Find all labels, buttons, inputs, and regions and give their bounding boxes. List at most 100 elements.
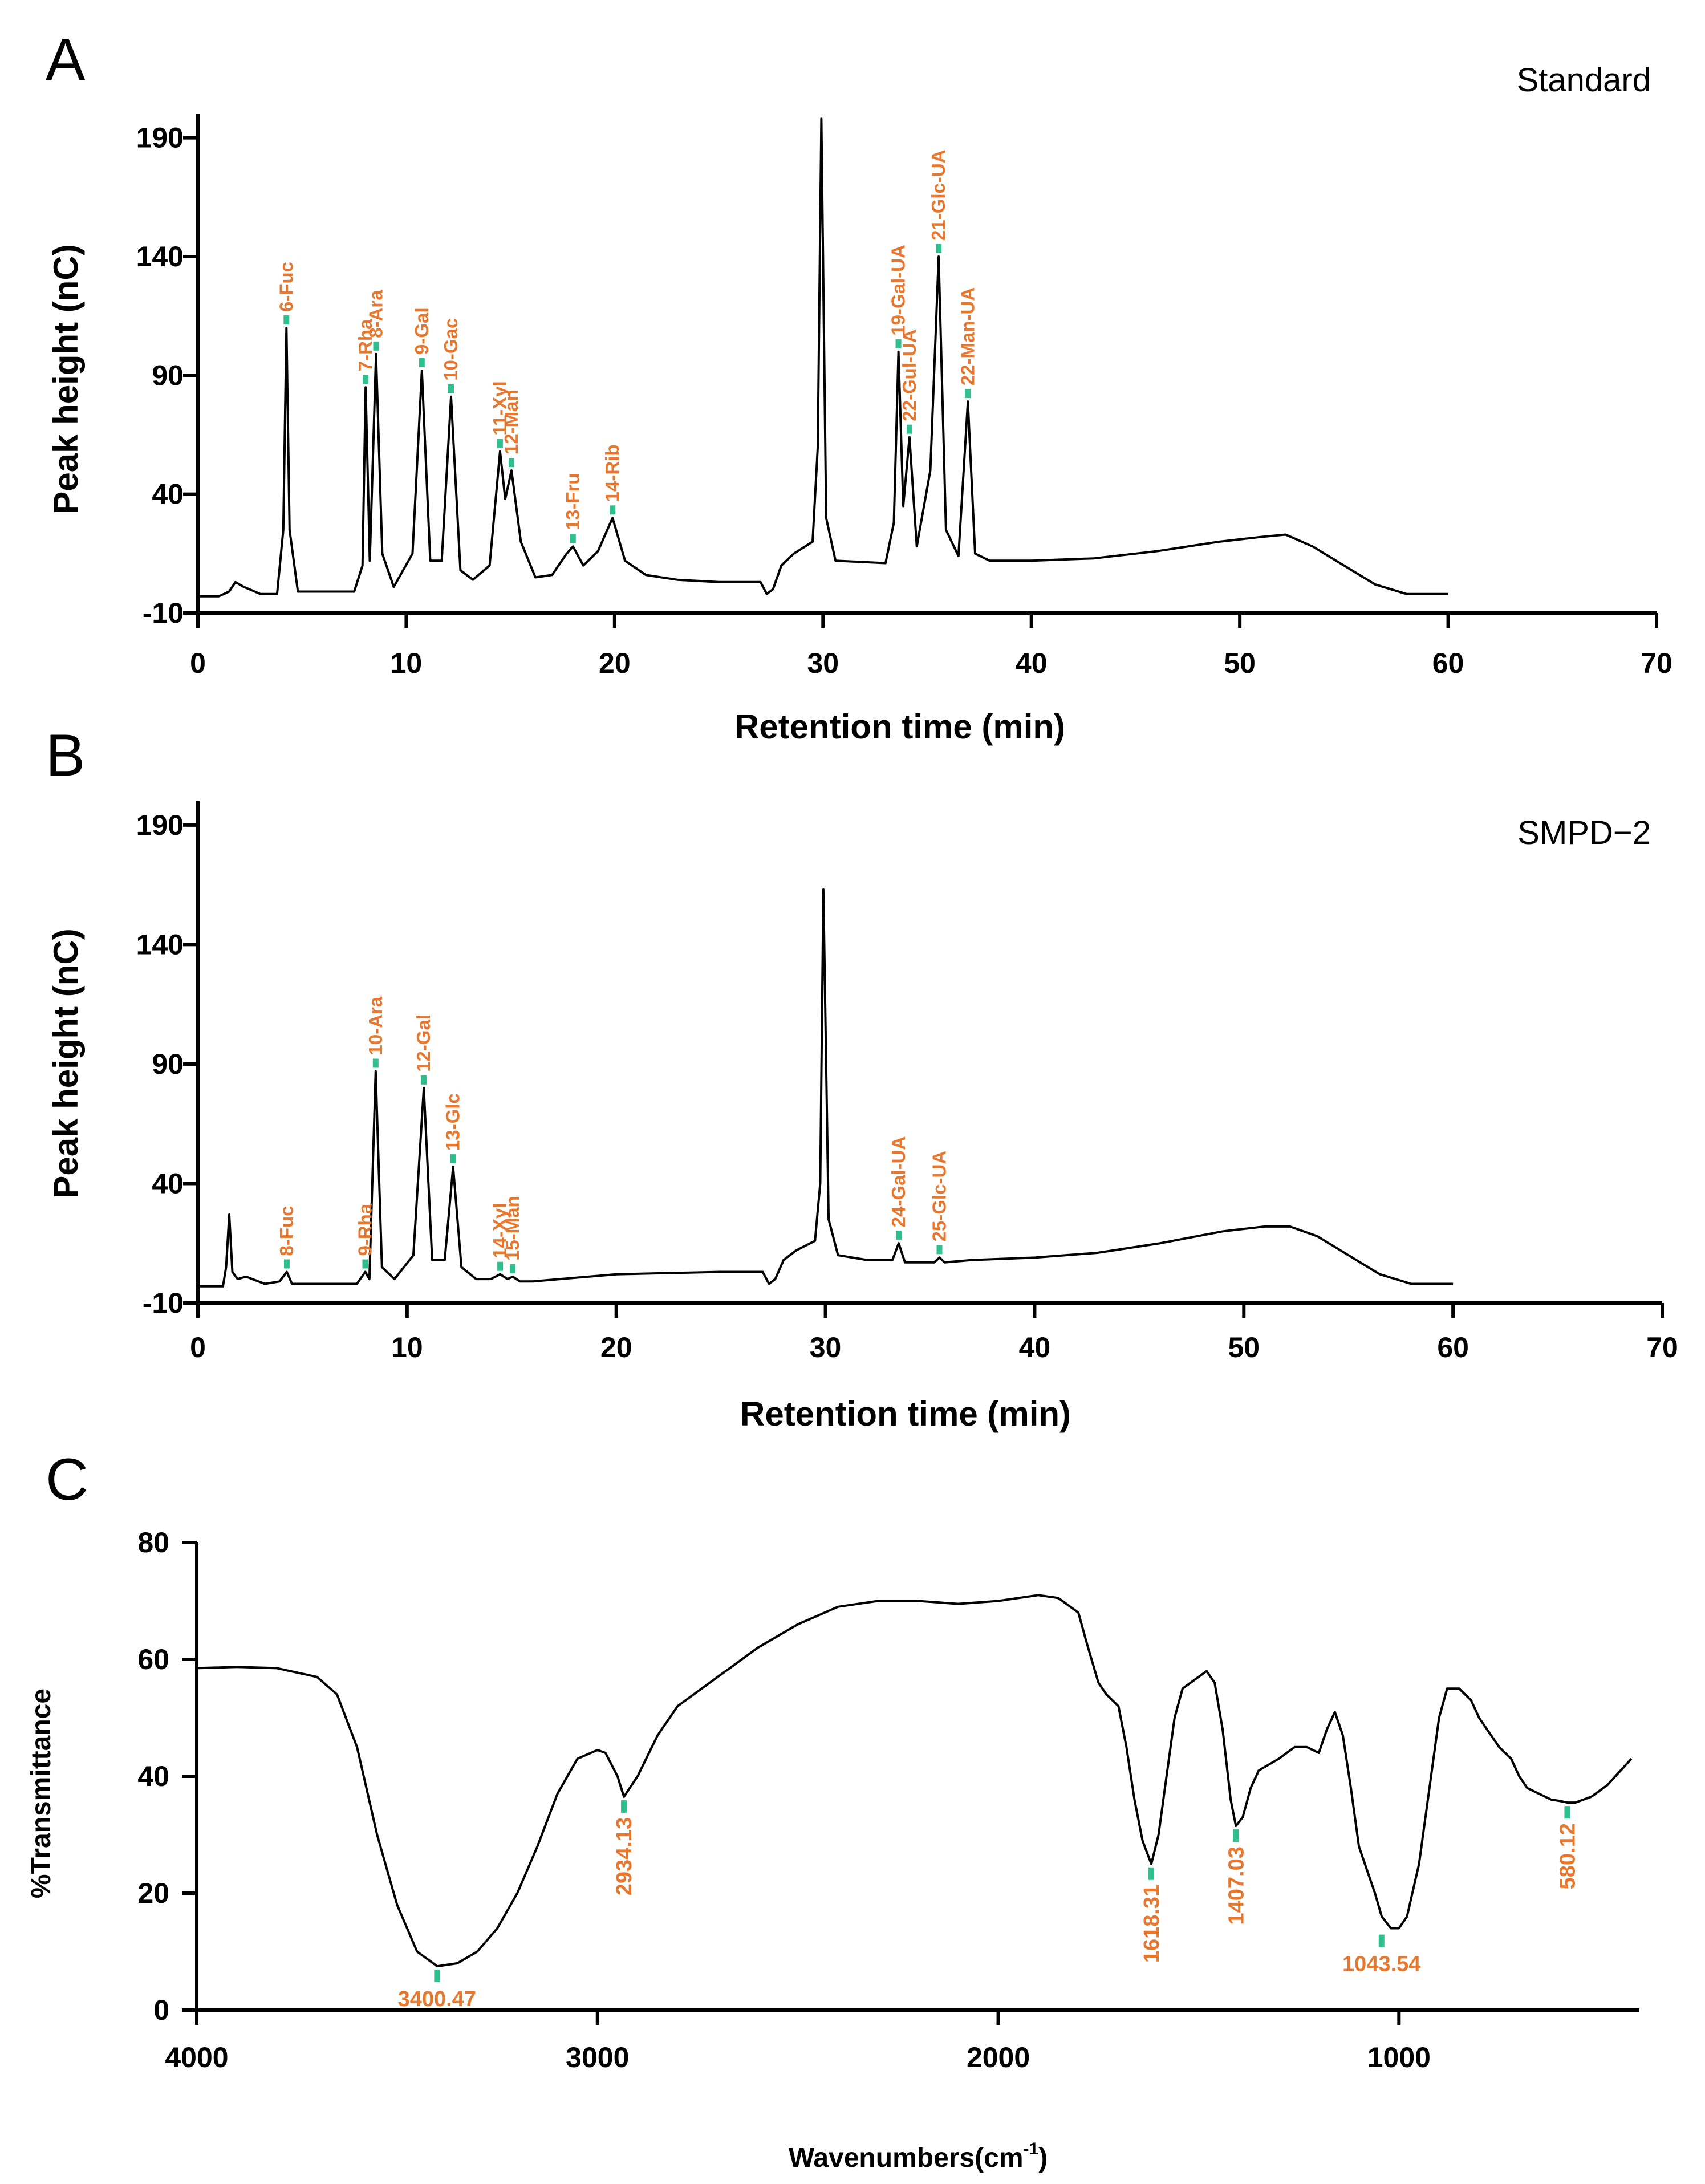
peak-marker <box>497 439 503 448</box>
peak-marker <box>1233 1829 1239 1842</box>
peak-marker <box>434 1970 440 1983</box>
panel-c-x-title-end: ) <box>1038 2143 1048 2173</box>
peak-marker <box>895 339 902 348</box>
panel-b-letter: B <box>46 722 85 789</box>
b-y-tick-label: 40 <box>152 1167 184 1199</box>
panel-a-chart: A Standard 0 10 20 30 40 50 60 70-104090140190 … <box>46 27 1672 746</box>
c-x-tick-label: 4000 <box>165 2041 228 2073</box>
peak-marker <box>283 315 290 324</box>
peak-label: 8-Ara <box>365 290 386 338</box>
panel-c-chart: C 4000 3000 2000 1000 0 20 40 60 80 3400.47 2934.… <box>26 1447 1639 2173</box>
panel-a-y-axis-title: Peak height (nC) <box>47 244 85 514</box>
panel-b-peak-labels: 8-Fuc 9-Rha 10-Ara 12-Gal 13-Glc 14-Xyl15-Man… <box>276 996 950 1273</box>
peak-label: 11-Xyl <box>489 381 510 435</box>
panel-c-x-title-main: Wavenumbers(cm <box>789 2143 1024 2173</box>
peak-label: 24-Gal-UA <box>888 1136 909 1228</box>
a-x-tick-label: 10 <box>391 647 423 679</box>
peak-label: 14-Rib <box>602 444 623 502</box>
peak-label: 22-Man-UA <box>957 287 978 385</box>
peak-label: 8-Fuc <box>276 1205 297 1256</box>
peak-label: 10-Ara <box>365 996 386 1055</box>
peak-label: 1407.03 <box>1224 1846 1248 1925</box>
c-y-tick-label: 80 <box>137 1527 169 1558</box>
b-x-tick-label: 20 <box>600 1331 632 1363</box>
c-y-tick-label: 40 <box>137 1760 169 1792</box>
a-y-tick-label: 90 <box>152 359 184 391</box>
c-x-tick-label: 1000 <box>1367 2041 1431 2073</box>
peak-marker <box>363 375 369 384</box>
b-x-tick-label: 50 <box>1228 1331 1260 1363</box>
peak-label: 7-Rha <box>355 319 376 371</box>
a-y-tick-label: 40 <box>152 478 184 510</box>
peak-marker <box>936 1245 943 1255</box>
panel-c-y-axis-title: %Transmittance <box>26 1688 56 1898</box>
b-x-tick-label: 30 <box>810 1331 842 1363</box>
peak-marker <box>906 424 912 434</box>
peak-label: 9-Rha <box>355 1203 376 1256</box>
panel-b-y-axis-title: Peak height (nC) <box>47 928 85 1198</box>
b-y-tick-label: 90 <box>152 1048 184 1080</box>
peak-marker <box>1378 1934 1385 1947</box>
a-y-tick-label: 190 <box>136 122 184 154</box>
panel-c-letter: C <box>46 1447 88 1513</box>
peak-marker <box>965 389 971 399</box>
panel-a-x-axis-title: Retention time (min) <box>734 708 1065 746</box>
peak-marker <box>448 384 454 393</box>
panel-b-trace <box>198 888 1454 1288</box>
a-x-tick-label: 0 <box>190 647 206 679</box>
a-x-tick-label: 30 <box>807 647 839 679</box>
peak-marker <box>283 1259 290 1269</box>
peak-label: 1043.54 <box>1342 1952 1420 1976</box>
panel-c-x-title-sup: -1 <box>1024 2140 1039 2158</box>
peak-marker <box>570 534 576 543</box>
peak-marker <box>450 1154 456 1164</box>
peak-marker <box>372 1058 379 1068</box>
panel-c-x-axis-title: Wavenumbers(cm-1) <box>789 2140 1048 2173</box>
panel-a-axes <box>196 114 1657 615</box>
peak-label: 15-Man <box>502 1196 523 1261</box>
b-y-tick-label: 190 <box>136 809 184 841</box>
panel-b-axes <box>196 801 1662 1305</box>
peak-marker <box>419 358 425 367</box>
peak-label: 13-Fru <box>562 473 583 530</box>
peak-marker <box>510 1264 516 1273</box>
peak-marker <box>621 1800 627 1813</box>
panel-b-sample-label: SMPD−2 <box>1517 814 1651 851</box>
b-x-tick-label: 60 <box>1437 1331 1469 1363</box>
a-x-tick-label: 40 <box>1016 647 1048 679</box>
panel-a-trace <box>198 117 1448 598</box>
peak-marker <box>1148 1867 1154 1880</box>
panel-c-peak-labels: 3400.47 2934.13 1618.31 1407.03 1043.54 580.1… <box>398 1800 1580 2011</box>
b-x-tick-label: 70 <box>1646 1331 1678 1363</box>
peak-marker <box>497 1261 504 1271</box>
peak-label: 12-Man <box>501 389 522 454</box>
b-x-tick-label: 10 <box>391 1331 423 1363</box>
panel-b-ticks: 0 10 20 30 40 50 60 70 -10 40 90 140 190 <box>136 809 1678 1363</box>
a-x-tick-label: 20 <box>599 647 631 679</box>
peak-marker <box>508 458 514 467</box>
peak-marker <box>895 1231 902 1240</box>
c-x-tick-label: 2000 <box>967 2041 1030 2073</box>
peak-label: 25-Glc-UA <box>929 1151 950 1242</box>
peak-label: 6-Fuc <box>275 262 297 312</box>
panel-b-x-axis-title: Retention time (min) <box>740 1395 1071 1433</box>
peak-label: 580.12 <box>1556 1823 1580 1889</box>
peak-label: 2934.13 <box>612 1817 636 1895</box>
peak-label: 1618.31 <box>1140 1885 1164 1963</box>
peak-marker <box>1564 1806 1570 1819</box>
b-y-tick-label: -10 <box>143 1287 184 1319</box>
panel-c-trace <box>196 1594 1633 1968</box>
panel-b-chart: B SMPD−2 0 10 20 30 40 50 60 70 -10 40 90 140 190 8-… <box>46 722 1678 1433</box>
panel-a-ticks: 0 10 20 30 40 50 60 70 -10 40 90 140 190 <box>136 122 1672 679</box>
peak-marker <box>936 244 942 253</box>
peak-marker <box>421 1075 427 1085</box>
b-x-tick-label: 0 <box>190 1331 206 1363</box>
peak-label: 19-Gal-UA <box>888 245 909 336</box>
a-x-tick-label: 70 <box>1641 647 1672 679</box>
panel-c-ticks: 4000 3000 2000 1000 0 20 40 60 80 <box>137 1527 1431 2073</box>
peak-label: 9-Gal <box>411 307 432 355</box>
peak-label: 12-Gal <box>413 1014 434 1072</box>
peak-marker <box>373 341 379 351</box>
